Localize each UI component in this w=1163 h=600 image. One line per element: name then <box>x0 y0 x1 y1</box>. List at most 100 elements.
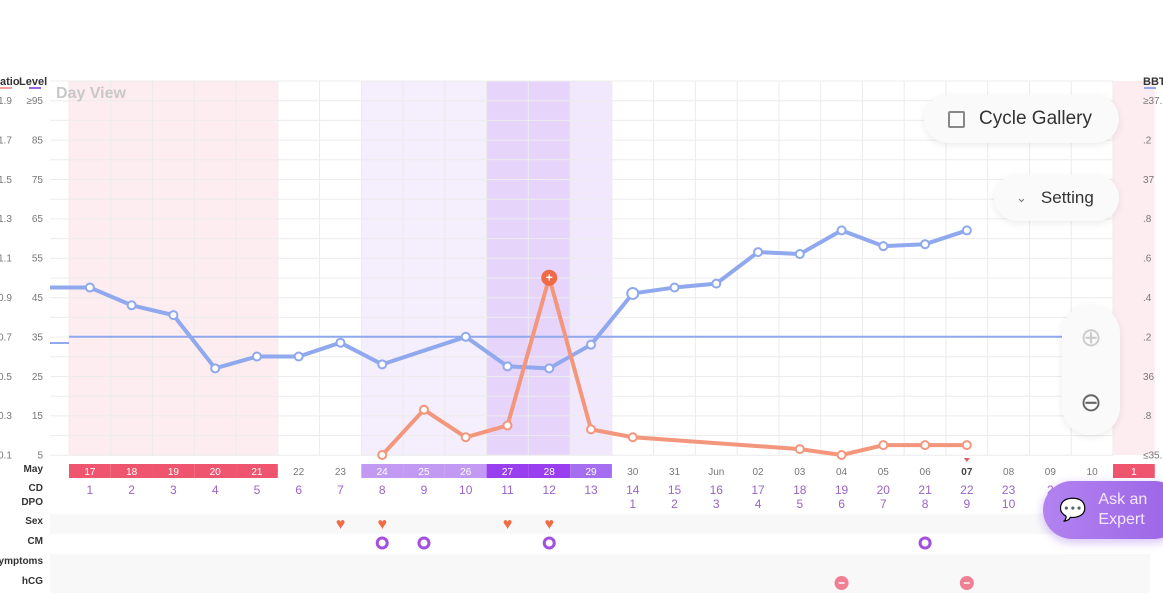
sex-heart-icon: ♥ <box>377 516 387 533</box>
row-label-month: May <box>23 464 43 475</box>
date-label: 23 <box>335 467 347 478</box>
cd-label: 8 <box>379 483 386 497</box>
row-stripe <box>50 514 1150 534</box>
row-stripe <box>50 554 1150 574</box>
cd-label: 20 <box>877 483 891 497</box>
dpo-label: 4 <box>755 497 762 511</box>
sex-heart-icon: ♥ <box>336 516 346 533</box>
bbt-tick: .8 <box>1143 214 1152 225</box>
bbt-point <box>794 249 805 260</box>
cm-icon-inner <box>545 539 553 547</box>
date-pill-cap <box>69 464 83 478</box>
row-label-cd: CD <box>28 483 43 494</box>
dpo-label: 6 <box>838 497 845 511</box>
date-pill <box>152 464 195 478</box>
level-tick: 25 <box>32 372 44 383</box>
cd-label: 2 <box>128 483 135 497</box>
setting-label: Setting <box>1040 188 1094 207</box>
cd-label: 19 <box>835 483 849 497</box>
level-tick: ≥95 <box>26 96 43 107</box>
lh-point <box>418 404 429 415</box>
date-pill <box>486 464 529 478</box>
bbt-point <box>586 339 596 350</box>
bbt-tick: .8 <box>1143 411 1152 422</box>
zoom-controls: ⊕ ⊖ <box>1062 305 1120 435</box>
row-label-sex: Sex <box>25 516 43 527</box>
date-label: 09 <box>1045 467 1057 478</box>
level-tick: 75 <box>32 175 44 186</box>
date-label: 20 <box>210 467 222 478</box>
bbt-point <box>878 241 889 252</box>
level-tick: 65 <box>32 214 44 225</box>
today-marker <box>963 458 970 462</box>
date-pill <box>110 464 153 478</box>
cm-icon-inner <box>420 539 428 547</box>
date-pill <box>194 464 237 478</box>
row-label-dpo: DPO <box>21 497 43 508</box>
date-label: 04 <box>836 467 848 478</box>
date-pill <box>444 464 487 478</box>
lh-point <box>836 450 847 460</box>
ask-an-expert-button[interactable]: 💬 Ask an Expert <box>1043 481 1163 539</box>
date-label: 31 <box>669 467 681 478</box>
row-label-cm: CM <box>27 536 43 547</box>
dpo-label: 3 <box>713 497 720 511</box>
level-tick: 35 <box>32 332 44 343</box>
cd-label: 16 <box>710 483 724 497</box>
bbt-tick: .2 <box>1143 332 1152 343</box>
cd-label: 17 <box>751 483 765 497</box>
date-label: 05 <box>878 467 890 478</box>
level-axis-title: Level <box>19 76 48 88</box>
bbt-point <box>251 351 262 362</box>
ratio-tick: 0.1 <box>0 451 12 462</box>
zoom-in-icon[interactable]: ⊕ <box>1080 322 1102 352</box>
bbt-tick: .6 <box>1143 254 1152 265</box>
date-label: 17 <box>84 467 96 478</box>
ratio-tick: 1.9 <box>0 96 12 107</box>
cycle-gallery-button[interactable]: Cycle Gallery <box>924 95 1119 143</box>
date-label: 18 <box>126 467 138 478</box>
phase-band <box>361 81 487 455</box>
sex-heart-icon: ♥ <box>503 516 513 533</box>
date-label: 21 <box>251 467 263 478</box>
lh-point <box>541 269 558 286</box>
date-pill-cap <box>361 464 376 478</box>
lh-point <box>627 432 638 443</box>
date-pill-cap <box>1113 464 1127 478</box>
bbt-point <box>84 282 95 293</box>
date-label: 25 <box>418 467 430 478</box>
bbt-tick: ≤35. <box>1143 451 1162 462</box>
bbt-point <box>753 247 764 258</box>
dpo-label: 5 <box>796 497 803 511</box>
bbt-point <box>460 331 471 342</box>
setting-button[interactable]: ⌄ Setting <box>994 175 1119 221</box>
chevron-down-icon: ⌄ <box>1016 190 1027 205</box>
cd-label: 4 <box>212 483 219 497</box>
date-label: Jun <box>708 467 724 478</box>
ratio-tick: 1.5 <box>0 175 12 186</box>
date-label: 10 <box>1087 467 1099 478</box>
cd-label: 13 <box>584 483 598 497</box>
cd-label: 21 <box>918 483 932 497</box>
date-label: 1 <box>1131 467 1137 478</box>
lh-point <box>920 440 931 451</box>
date-label: 26 <box>460 467 472 478</box>
level-tick: 5 <box>37 451 43 462</box>
lh-point <box>961 440 972 451</box>
date-pill-cap <box>1140 464 1155 478</box>
dpo-label: 2 <box>671 497 678 511</box>
cd-label: 14 <box>626 483 640 497</box>
date-label: 07 <box>961 467 973 478</box>
bbt-legend-swatch <box>1144 87 1156 89</box>
cd-label: 12 <box>543 483 557 497</box>
bbt-point <box>168 310 179 321</box>
bbt-tick: ≥37. <box>1143 96 1162 107</box>
zoom-out-icon[interactable]: ⊖ <box>1080 387 1102 417</box>
lh-point <box>878 440 889 451</box>
lh-peak-plus-icon: + <box>546 271 553 285</box>
row-label-hcg: hCG <box>21 576 43 587</box>
bbt-point <box>126 300 137 311</box>
bbt-point <box>711 278 722 289</box>
date-label: 08 <box>1003 467 1015 478</box>
